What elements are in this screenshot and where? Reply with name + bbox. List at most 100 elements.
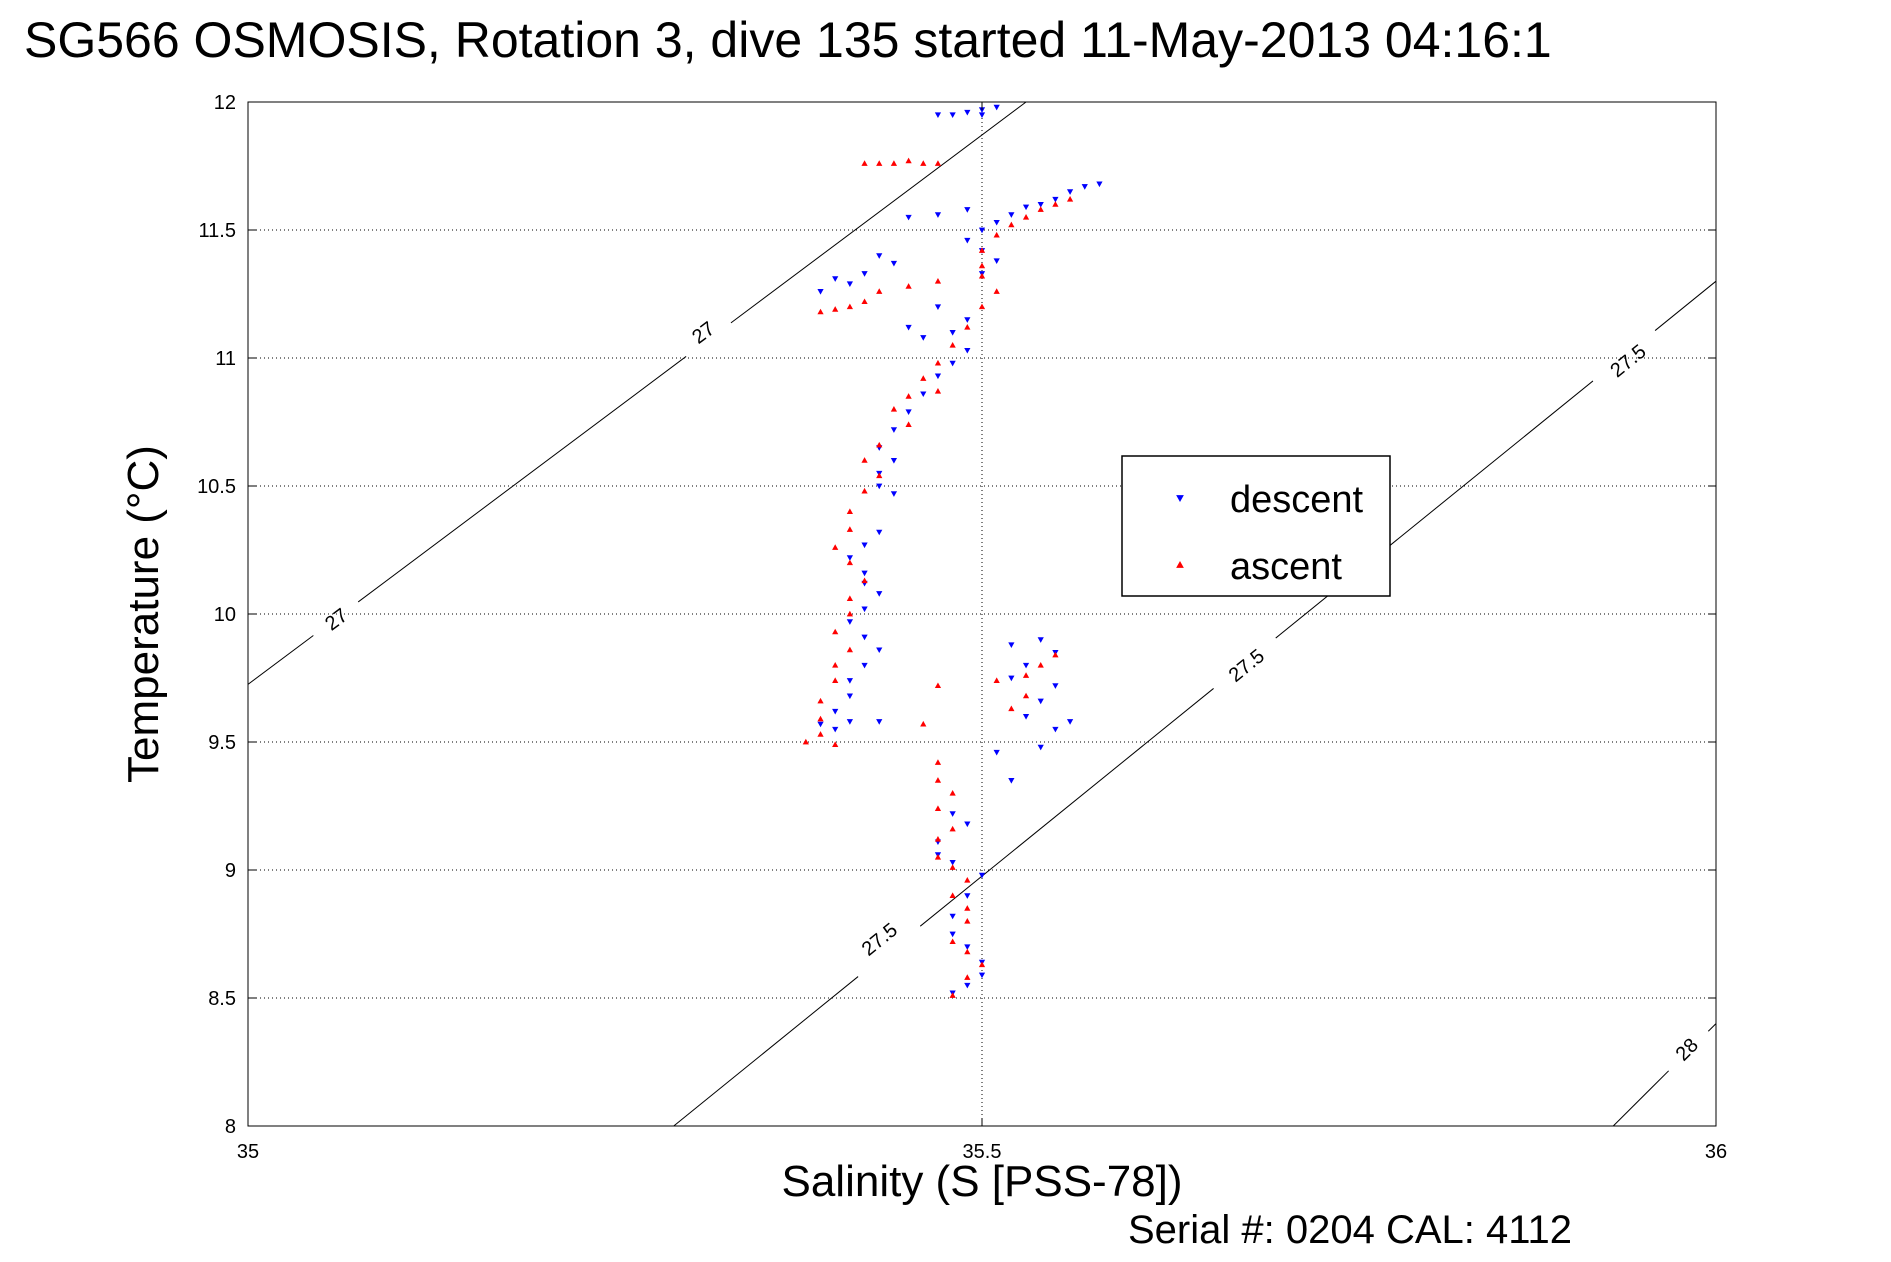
descent-marker: [846, 555, 853, 561]
descent-marker: [934, 212, 942, 218]
ascent-marker: [846, 303, 853, 310]
y-tick-label: 10.5: [197, 476, 236, 498]
ascent-marker: [1022, 213, 1030, 220]
descent-marker: [964, 109, 971, 116]
descent-marker: [964, 982, 971, 989]
descent-marker: [846, 281, 853, 287]
descent-marker: [949, 330, 956, 336]
y-tick-label: 9.5: [208, 732, 236, 754]
y-tick-label: 8.5: [208, 988, 236, 1010]
ascent-marker: [920, 720, 927, 727]
grid-lines: [247, 101, 1717, 1127]
descent-marker: [876, 529, 883, 536]
ascent-marker: [964, 905, 971, 911]
legend: descent ascent: [1121, 455, 1391, 597]
descent-marker: [876, 647, 883, 654]
isopycnal-line: [673, 976, 859, 1127]
ascent-marker: [817, 308, 824, 315]
legend-label-descent: descent: [1230, 479, 1364, 521]
descent-marker: [846, 693, 853, 700]
y-tick-label: 12: [214, 92, 236, 114]
ascent-marker: [905, 421, 912, 427]
descent-marker: [964, 347, 971, 354]
isopycnal-line: [730, 101, 1027, 324]
ascent-marker: [905, 283, 912, 289]
ascent-marker: [832, 544, 839, 550]
isopycnal-line: [357, 356, 687, 603]
x-tick-label: 35: [237, 1141, 259, 1163]
descent-marker: [846, 719, 853, 725]
ascent-marker: [817, 697, 824, 704]
ascent-marker: [978, 247, 986, 253]
isopycnal-line: [1654, 280, 1717, 331]
ascent-marker: [978, 961, 986, 968]
ascent-marker: [832, 306, 839, 312]
descent-marker: [934, 373, 942, 380]
descent-marker: [1081, 184, 1088, 190]
ascent-marker: [964, 917, 971, 924]
ascent-marker: [861, 457, 868, 463]
ascent-marker: [876, 441, 883, 448]
ascent-marker: [802, 738, 809, 745]
descent-marker: [861, 542, 868, 549]
descent-marker: [1037, 698, 1044, 705]
ascent-marker: [993, 288, 1000, 294]
ascent-marker: [817, 731, 824, 737]
descent-marker: [832, 708, 839, 715]
descent-marker: [964, 207, 971, 213]
descent-marker: [1037, 744, 1044, 751]
descent-marker: [949, 811, 956, 817]
ascent-marker: [934, 805, 942, 811]
ascent-marker: [861, 298, 868, 305]
descent-marker: [876, 483, 883, 490]
isopycnal-label: 27: [688, 318, 719, 349]
ascent-marker: [890, 160, 898, 166]
ascent-marker: [949, 938, 956, 945]
descent-marker: [1066, 719, 1074, 725]
ascent-marker: [876, 160, 883, 166]
descent-marker: [1008, 778, 1015, 784]
descent-marker: [964, 893, 971, 899]
descent-marker: [832, 726, 839, 733]
ascent-marker: [1022, 672, 1030, 678]
descent-marker: [861, 606, 868, 613]
descent-marker: [949, 859, 956, 866]
ascent-marker: [846, 595, 853, 602]
descent-marker: [817, 289, 824, 295]
descent-marker: [934, 304, 942, 311]
descent-marker: [934, 112, 942, 119]
descent-marker: [920, 391, 927, 398]
descent-marker: [861, 570, 868, 577]
descent-marker: [978, 972, 986, 979]
descent-marker: [890, 427, 898, 433]
isopycnal-line: [247, 635, 314, 685]
descent-marker: [993, 749, 1000, 756]
descent-marker: [861, 634, 868, 641]
y-axis-label: Temperature (°C): [119, 445, 168, 783]
x-tick-label: 35.5: [963, 1141, 1002, 1163]
descent-marker: [1052, 726, 1059, 733]
descent-marker: [964, 944, 971, 951]
descent-marker: [964, 317, 971, 323]
x-tick-label: 36: [1705, 1141, 1727, 1163]
isopycnal-label: 27.5: [1225, 645, 1269, 687]
ascent-marker: [964, 324, 971, 330]
ascent-marker: [1052, 201, 1059, 207]
ascent-marker: [832, 628, 839, 635]
descent-marker: [905, 409, 912, 415]
series-ascent: [802, 157, 1074, 998]
legend-label-ascent: ascent: [1230, 546, 1342, 588]
descent-marker: [846, 619, 853, 625]
ascent-marker: [1022, 692, 1030, 699]
ascent-marker: [846, 508, 853, 514]
data-series: [802, 104, 1103, 998]
ascent-marker: [934, 759, 942, 765]
descent-marker: [1022, 714, 1030, 720]
descent-marker: [876, 719, 883, 725]
ascent-marker: [846, 646, 853, 653]
isopycnal-label: 27: [321, 604, 352, 635]
descent-marker: [1052, 683, 1059, 689]
isopycnal-label: 27.5: [858, 919, 902, 961]
descent-marker: [861, 662, 868, 669]
ascent-marker: [846, 526, 853, 532]
